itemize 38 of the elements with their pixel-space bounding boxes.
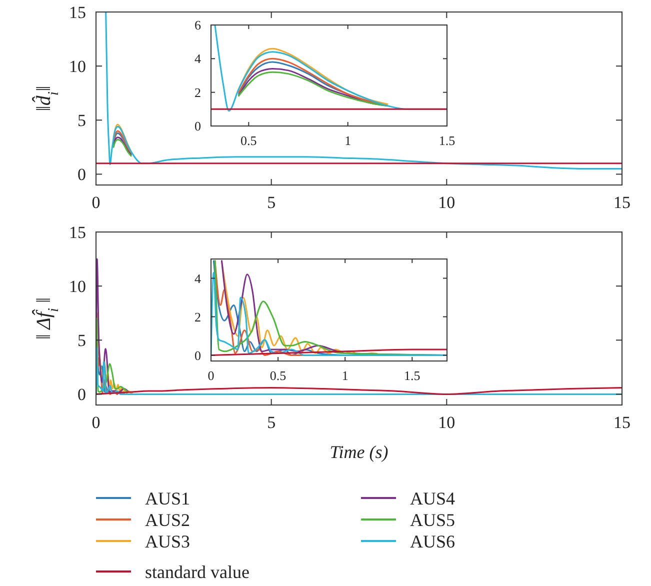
- x-tick-label: 10: [438, 193, 456, 212]
- y-tick-label: 5: [78, 111, 86, 130]
- y-tick-label: 0: [78, 165, 86, 184]
- x-tick-label: 0.5: [240, 133, 257, 148]
- x-tick-label: 15: [614, 413, 630, 432]
- legend-label: AUS1: [145, 488, 190, 508]
- x-axis-title: Time (s): [330, 442, 388, 462]
- y-tick-label: 2: [194, 309, 201, 324]
- legend-label: AUS4: [410, 488, 456, 508]
- x-tick-label: 5: [267, 193, 276, 212]
- x-tick-label: 0: [92, 413, 100, 432]
- y-tick-label: 15: [69, 222, 86, 242]
- y-tick-label: 10: [69, 277, 86, 296]
- y-tick-label: 2: [194, 84, 201, 100]
- y-tick-label: 6: [194, 18, 202, 33]
- x-tick-label: 1: [342, 368, 348, 383]
- y-tick-label: 0: [194, 348, 201, 363]
- x-tick-label: 1.5: [404, 368, 420, 383]
- x-tick-label: 10: [438, 413, 456, 432]
- y-tick-label: 4: [194, 270, 202, 286]
- y-tick-label: 5: [78, 331, 86, 350]
- x-tick-label: 0: [92, 193, 100, 212]
- legend-label: standard value: [145, 562, 250, 582]
- y-tick-label: 0: [194, 118, 201, 134]
- y-tick-label: 4: [194, 51, 202, 66]
- legend-label: AUS2: [145, 510, 190, 530]
- x-tick-label: 1: [344, 133, 352, 148]
- y-tick-label: 10: [69, 57, 86, 76]
- x-tick-label: 0: [208, 368, 214, 383]
- legend-label: AUS6: [410, 531, 456, 552]
- y-tick-label: 15: [69, 2, 86, 22]
- legend-label: AUS3: [145, 531, 190, 552]
- y-tick-label: 0: [78, 385, 86, 404]
- x-tick-label: 5: [267, 413, 276, 432]
- x-tick-label: 0.5: [270, 368, 286, 383]
- x-tick-label: 1.5: [438, 133, 456, 148]
- x-tick-label: 15: [614, 193, 630, 212]
- legend-label: AUS5: [410, 510, 456, 530]
